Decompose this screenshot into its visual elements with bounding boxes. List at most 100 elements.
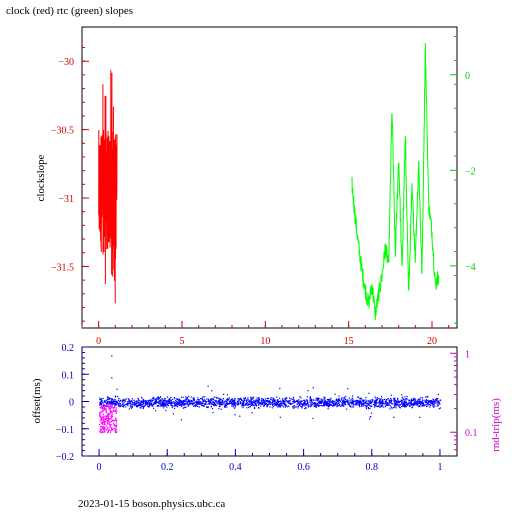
offset-point	[138, 402, 140, 404]
offset-point	[163, 407, 165, 409]
offset-point	[285, 397, 288, 399]
offset-point	[304, 399, 306, 401]
bottom-right-tick-label: 0.1	[465, 428, 478, 439]
offset-point	[224, 401, 226, 403]
offset-point	[234, 397, 236, 400]
offset-point	[189, 401, 191, 403]
offset-point	[145, 400, 148, 402]
offset-point	[279, 416, 281, 418]
offset-point	[410, 401, 412, 403]
offset-point	[221, 404, 223, 406]
offset-point	[418, 402, 420, 404]
offset-point	[297, 407, 299, 409]
offset-point	[165, 401, 167, 403]
offset-point	[153, 396, 155, 398]
offset-point	[431, 402, 433, 405]
offset-point	[218, 408, 220, 410]
offset-point	[350, 402, 352, 404]
offset-point	[323, 400, 326, 402]
offset-point	[170, 396, 172, 399]
offset-point	[245, 400, 247, 402]
round-trip-point	[113, 424, 115, 426]
offset-point	[231, 403, 233, 405]
offset-point	[223, 393, 225, 395]
offset-point	[125, 404, 127, 406]
offset-point	[198, 400, 200, 402]
offset-point	[320, 400, 322, 403]
offset-point	[386, 398, 388, 401]
offset-point	[356, 401, 358, 403]
offset-point	[341, 402, 343, 404]
offset-point	[101, 402, 104, 404]
offset-point	[436, 401, 438, 403]
offset-point	[288, 402, 290, 404]
offset-point	[241, 403, 243, 406]
offset-point	[337, 403, 339, 405]
offset-point	[146, 405, 149, 407]
offset-point	[247, 397, 249, 399]
offset-point	[296, 403, 298, 406]
offset-point	[320, 405, 322, 407]
offset-point	[215, 400, 217, 402]
round-trip-point	[104, 427, 106, 429]
offset-point	[326, 401, 328, 403]
offset-point	[425, 400, 427, 402]
offset-point	[134, 404, 136, 407]
offset-point	[170, 404, 173, 406]
offset-point	[328, 399, 330, 401]
offset-point	[432, 403, 434, 405]
offset-point	[313, 403, 315, 405]
offset-point	[200, 402, 202, 404]
offset-point	[233, 400, 235, 402]
offset-point	[101, 399, 103, 401]
offset-point	[424, 401, 426, 403]
offset-point	[347, 402, 349, 404]
offset-point	[228, 397, 230, 399]
offset-point	[176, 406, 178, 408]
offset-point	[193, 402, 195, 404]
round-trip-point	[101, 423, 103, 425]
offset-point	[279, 400, 282, 402]
offset-point	[301, 400, 303, 402]
offset-point	[339, 403, 341, 405]
offset-point	[312, 402, 314, 404]
offset-point	[365, 404, 367, 406]
offset-point	[167, 399, 170, 401]
offset-point	[297, 400, 299, 402]
offset-point	[223, 401, 225, 403]
offset-point	[208, 403, 210, 405]
offset-point	[210, 405, 212, 408]
offset-point	[379, 398, 381, 401]
offset-point	[234, 414, 236, 416]
offset-point	[214, 403, 216, 405]
round-trip-point	[99, 415, 101, 417]
offset-point	[115, 396, 117, 398]
offset-point	[365, 402, 367, 404]
round-trip-point	[108, 429, 110, 431]
offset-point	[144, 404, 146, 406]
offset-point	[218, 401, 220, 403]
offset-point	[316, 400, 318, 402]
offset-point	[405, 406, 407, 408]
offset-point	[128, 400, 130, 402]
offset-point	[322, 398, 324, 400]
offset-point	[182, 396, 184, 398]
offset-point	[106, 397, 109, 399]
offset-point	[141, 401, 143, 403]
offset-point	[248, 403, 250, 405]
offset-point	[427, 405, 429, 407]
offset-point	[158, 402, 160, 404]
offset-point	[207, 399, 209, 401]
round-trip-point	[105, 420, 107, 422]
offset-point	[263, 404, 265, 407]
offset-point	[405, 398, 407, 400]
offset-point	[192, 401, 194, 403]
offset-point	[439, 399, 441, 401]
offset-point	[127, 401, 129, 403]
offset-point	[324, 402, 326, 404]
bottom-left-tick-label: 0	[69, 398, 74, 409]
bottom-left-tick-label: 0.2	[62, 343, 75, 354]
offset-point	[126, 404, 128, 406]
offset-point	[163, 398, 166, 400]
offset-point	[108, 402, 110, 404]
